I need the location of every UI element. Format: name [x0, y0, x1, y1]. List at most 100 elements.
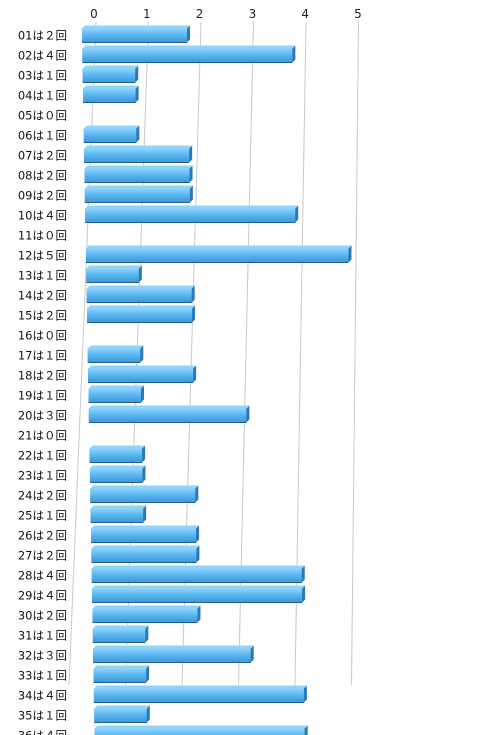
x-tick-label: 4 — [301, 7, 309, 21]
grid-lines — [68, 21, 359, 686]
bar-face — [86, 268, 139, 283]
category-label: 05は０回 — [18, 109, 67, 123]
category-label: 13は１回 — [18, 269, 67, 283]
x-axis-tick-labels: 0 1 2 3 4 5 — [90, 7, 362, 21]
bar-top — [89, 445, 146, 449]
bar-top — [91, 565, 305, 569]
bar-top — [86, 265, 142, 269]
bar-top — [93, 685, 307, 689]
bar-face — [90, 508, 144, 523]
category-label: 12は５回 — [18, 249, 67, 263]
bar — [82, 25, 190, 43]
bar-face — [83, 88, 136, 103]
bar — [83, 125, 140, 143]
bar — [93, 645, 254, 663]
category-label: 36は４回 — [18, 729, 67, 735]
bar — [91, 525, 200, 543]
category-label: 30は２回 — [18, 609, 67, 623]
category-label: 18は２回 — [18, 369, 67, 383]
bar-face — [92, 628, 146, 643]
x-tick-label: 0 — [90, 7, 98, 21]
category-label: 03は１回 — [18, 69, 67, 83]
bar-top — [87, 345, 144, 349]
bar-top — [93, 645, 254, 649]
bar-top — [92, 585, 306, 589]
grid-line — [351, 21, 359, 686]
bar-top — [85, 205, 299, 209]
bar-face — [84, 148, 190, 163]
bar-top — [83, 85, 139, 89]
x-tick-label: 2 — [196, 7, 204, 21]
category-label: 16は０回 — [18, 329, 67, 343]
category-label: 26は２回 — [18, 529, 67, 543]
x-tick-label: 1 — [143, 7, 151, 21]
bar-face — [89, 468, 143, 483]
category-label: 32は３回 — [18, 649, 67, 663]
bar-top — [84, 185, 193, 189]
bar-top — [87, 305, 196, 309]
bar-face — [93, 688, 304, 703]
bar — [89, 465, 146, 483]
bar — [91, 545, 200, 563]
bar-top — [82, 45, 296, 49]
bar — [86, 285, 195, 303]
category-label: 22は１回 — [18, 449, 67, 463]
bar-face — [82, 48, 293, 63]
bar — [89, 445, 146, 463]
bar-top — [85, 245, 352, 249]
bar — [87, 305, 196, 323]
bar — [88, 405, 250, 423]
bar-top — [93, 665, 150, 669]
bar — [87, 345, 144, 363]
bar-face — [88, 408, 247, 423]
bar-face — [94, 708, 147, 723]
category-label: 20は３回 — [18, 409, 67, 423]
bar-top — [83, 125, 140, 129]
bar-top — [91, 525, 200, 529]
category-label: 28は４回 — [18, 569, 67, 583]
bar-top — [91, 545, 200, 549]
bar-top — [92, 625, 149, 629]
bar-face — [85, 248, 349, 263]
category-label: 23は１回 — [18, 469, 67, 483]
category-label: 24は２回 — [18, 489, 67, 503]
category-label: 33は１回 — [18, 669, 67, 683]
bar-face — [86, 288, 192, 303]
bar — [93, 665, 150, 683]
bar-top — [88, 385, 144, 389]
bar — [90, 505, 147, 523]
bars — [82, 25, 352, 735]
bar-top — [89, 465, 146, 469]
bar — [84, 185, 193, 203]
category-label: 07は２回 — [18, 149, 67, 163]
category-label: 21は０回 — [18, 429, 67, 443]
bar-top — [84, 165, 193, 169]
category-label: 27は２回 — [18, 549, 67, 563]
bar-face — [91, 528, 197, 543]
x-tick-label: 3 — [249, 7, 257, 21]
bar-top — [88, 405, 250, 409]
category-label: 10は４回 — [18, 209, 67, 223]
category-label: 09は２回 — [18, 189, 67, 203]
bar — [92, 585, 306, 603]
bar-face — [84, 188, 190, 203]
bar-face — [93, 648, 251, 663]
bar-top — [82, 25, 190, 29]
category-label: 25は１回 — [18, 509, 67, 523]
bar-top — [90, 505, 147, 509]
x-tick-label: 5 — [354, 7, 362, 21]
bar-top — [84, 145, 193, 149]
bar-top — [88, 365, 197, 369]
category-label: 17は１回 — [18, 349, 67, 363]
bar-face — [88, 388, 141, 403]
bar — [83, 85, 139, 103]
bar-face — [83, 128, 137, 143]
bar-top — [82, 65, 139, 69]
bar-face — [88, 368, 194, 383]
category-label: 34は４回 — [18, 689, 67, 703]
category-label: 31は１回 — [18, 629, 67, 643]
bar-face — [92, 588, 303, 603]
bar-face — [91, 548, 197, 563]
bar-face — [87, 308, 193, 323]
